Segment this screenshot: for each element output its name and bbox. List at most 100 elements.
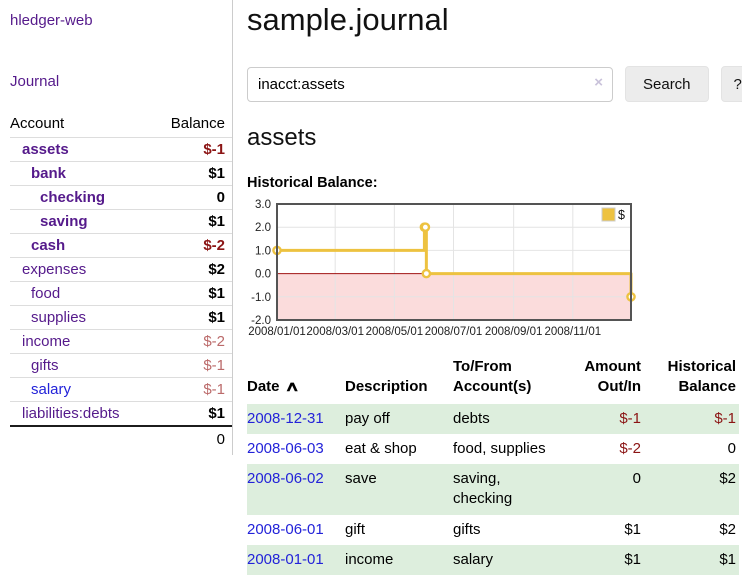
cell-accounts: debts (453, 409, 490, 427)
cell-amount: $1 (624, 520, 641, 538)
cell-accounts: gifts (453, 520, 481, 538)
cell-amount: $-1 (619, 409, 641, 427)
svg-text:2008/03/01: 2008/03/01 (306, 326, 364, 338)
search-input-wrap: × (247, 66, 613, 102)
cell-date: 2008-01-01 (247, 545, 345, 575)
sidebar-content: hledger-web Journal Account Balance asse… (0, 0, 233, 455)
account-balance: $1 (208, 213, 225, 230)
cell-accounts: salary (453, 550, 494, 568)
account-row: food $1 (10, 281, 232, 305)
sidebar-account-link[interactable]: liabilities:debts (22, 405, 120, 422)
cell-amount: $1 (624, 550, 641, 568)
account-balance: $-1 (203, 381, 225, 398)
account-row: checking 0 (10, 185, 232, 209)
svg-text:3.0: 3.0 (255, 199, 271, 211)
sidebar-account-link[interactable]: saving (40, 213, 88, 230)
transaction-date-link[interactable]: 2008-06-02 (247, 470, 324, 487)
page-title: sample.journal (247, 2, 449, 37)
cell-amount: $-2 (619, 439, 641, 457)
column-header-description[interactable]: Description (345, 378, 428, 396)
account-balance: $-2 (203, 333, 225, 350)
register-table-header: Date ∧ Description To/From Account(s) Amount O… (247, 354, 739, 404)
help-button[interactable]: ? (720, 66, 742, 102)
svg-text:$: $ (618, 208, 625, 222)
account-heading: assets (247, 124, 317, 151)
cell-description: pay off (345, 409, 390, 427)
cell-date: 2008-06-03 (247, 434, 345, 464)
svg-text:2008/05/01: 2008/05/01 (366, 326, 424, 338)
sidebar: hledger-web Journal Account Balance asse… (0, 0, 233, 575)
svg-text:-2.0: -2.0 (251, 315, 271, 327)
main-content: sample.journal × Search ? assets Histori… (233, 0, 742, 575)
accounts-total-row: 0 (10, 425, 232, 452)
account-row: supplies $1 (10, 305, 232, 329)
accounts-table: Account Balance assets $-1 bank $1 checking 0… (10, 112, 232, 452)
accounts-rows: assets $-1 bank $1 checking 0 saving $1 cash $-2 e… (10, 137, 232, 425)
account-row: income $-2 (10, 329, 232, 353)
sidebar-account-link[interactable]: expenses (22, 261, 87, 278)
sidebar-account-link[interactable]: cash (31, 237, 66, 254)
transaction-date-link[interactable]: 2008-01-01 (247, 550, 324, 568)
register-row: 2008-06-03 eat & shop food, supplies $-2 0 (247, 434, 739, 464)
cell-accounts: saving, checking (453, 470, 513, 508)
sort-ascending-icon: ∧ (283, 378, 300, 395)
column-header-date[interactable]: Date ∧ (247, 378, 300, 396)
column-header-to-from-account-s-[interactable]: To/From Account(s) (453, 358, 532, 396)
search-input[interactable] (247, 66, 613, 102)
account-balance: $1 (208, 309, 225, 326)
transaction-date-link[interactable]: 2008-06-03 (247, 439, 324, 457)
register-row: 2008-01-01 income salary $1 $1 (247, 544, 739, 575)
svg-text:1.0: 1.0 (255, 245, 271, 257)
transaction-date-link[interactable]: 2008-06-01 (247, 520, 324, 538)
sidebar-item-journal[interactable]: Journal (10, 73, 60, 90)
account-row: liabilities:debts $1 (10, 401, 232, 425)
clear-search-icon[interactable]: × (594, 73, 603, 91)
cell-date: 2008-06-02 (247, 464, 345, 515)
search-button[interactable]: Search (625, 66, 709, 102)
sidebar-account-link[interactable]: assets (22, 141, 69, 158)
svg-text:2008/01/01: 2008/01/01 (248, 326, 306, 338)
sidebar-account-link[interactable]: supplies (31, 309, 87, 326)
chart-title: Historical Balance: (247, 175, 378, 191)
cell-description: eat & shop (345, 439, 417, 457)
transaction-date-link[interactable]: 2008-12-31 (247, 409, 324, 427)
cell-historical-balance: $2 (719, 470, 736, 487)
cell-historical-balance: 0 (727, 439, 736, 457)
sidebar-account-link[interactable]: bank (31, 165, 67, 182)
account-column-header: Account (10, 115, 65, 132)
balance-column-header: Balance (170, 115, 225, 132)
account-row: salary $-1 (10, 377, 232, 401)
account-balance: $-1 (203, 141, 225, 158)
cell-historical-balance: $1 (719, 550, 736, 568)
column-header-amount-out-in[interactable]: Amount Out/In (584, 358, 641, 396)
account-row: bank $1 (10, 161, 232, 185)
account-balance: $2 (208, 261, 225, 278)
cell-description: gift (345, 520, 366, 538)
account-row: cash $-2 (10, 233, 232, 257)
cell-amount: 0 (632, 470, 641, 487)
svg-text:0.0: 0.0 (255, 269, 271, 281)
svg-text:2008/09/01: 2008/09/01 (485, 326, 543, 338)
cell-historical-balance: $2 (719, 520, 736, 538)
register-row: 2008-06-02 save saving, checking 0 $2 (247, 464, 739, 515)
app-title-link[interactable]: hledger-web (10, 12, 93, 29)
sidebar-account-link[interactable]: food (31, 285, 61, 302)
cell-description: income (345, 550, 394, 568)
sidebar-account-link[interactable]: checking (40, 189, 106, 206)
svg-text:2008/07/01: 2008/07/01 (425, 326, 483, 338)
cell-date: 2008-06-01 (247, 515, 345, 545)
cell-description: save (345, 470, 377, 487)
account-row: expenses $2 (10, 257, 232, 281)
account-row: gifts $-1 (10, 353, 232, 377)
accounts-table-header: Account Balance (10, 112, 232, 137)
sidebar-account-link[interactable]: salary (31, 381, 72, 398)
column-header-historical-balance[interactable]: Historical Balance (667, 358, 736, 396)
sidebar-account-link[interactable]: gifts (31, 357, 59, 374)
register-row: 2008-06-01 gift gifts $1 $2 (247, 515, 739, 545)
search-form: × Search ? (247, 66, 742, 102)
total-balance: 0 (216, 431, 225, 448)
cell-accounts: food, supplies (453, 439, 546, 457)
sidebar-account-link[interactable]: income (22, 333, 71, 350)
